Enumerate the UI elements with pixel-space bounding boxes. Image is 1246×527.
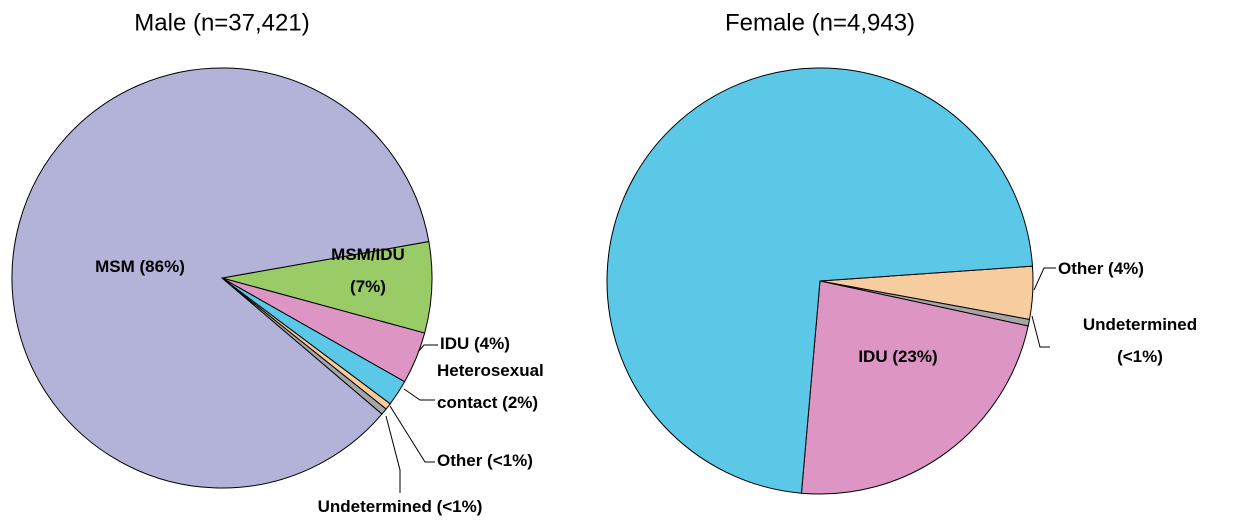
slice-label: IDU (4%)	[440, 334, 510, 353]
slice-label-line: Other (4%)	[1058, 259, 1144, 278]
slice-label-line: MSM/IDU	[331, 245, 405, 264]
chart-title: Male (n=37,421)	[134, 9, 309, 36]
leader-line	[1033, 267, 1056, 291]
slice-label-line: Undetermined (<1%)	[318, 497, 483, 516]
slice-label-line: IDU (4%)	[440, 334, 510, 353]
slice-label-line: (7%)	[350, 277, 386, 296]
chart-title: Female (n=4,943)	[725, 9, 915, 36]
slice-label: MSM (86%)	[95, 257, 185, 276]
pie-slice	[606, 67, 1034, 494]
slice-label: Undetermined (<1%)	[1083, 315, 1197, 366]
slice-label: IDU (23%)	[858, 347, 937, 366]
leader-line	[389, 405, 435, 463]
leader-line	[403, 388, 435, 401]
slice-label-line: MSM (86%)	[95, 257, 185, 276]
slice-label: MSM/IDU (7%)	[331, 245, 405, 296]
slice-label-line: IDU (23%)	[858, 347, 937, 366]
slice-label: Undetermined (<1%)	[318, 497, 483, 516]
leader-line	[417, 344, 438, 353]
slice-label: Other (<1%)	[437, 451, 533, 470]
slice-label: Other (4%)	[1058, 259, 1144, 278]
slice-label-line: Heterosexual	[437, 361, 544, 380]
leader-line	[1031, 315, 1050, 348]
slice-label-line: Undetermined	[1083, 315, 1197, 334]
slice-label-line: contact (2%)	[437, 393, 538, 412]
slice-label-line: (<1%)	[1117, 347, 1163, 366]
slice-label-line: Other (<1%)	[437, 451, 533, 470]
pie-slice	[11, 67, 430, 489]
leader-line	[385, 415, 401, 493]
slice-label: Heterosexual contact (2%)	[437, 361, 544, 412]
pie-slice	[800, 280, 1029, 495]
